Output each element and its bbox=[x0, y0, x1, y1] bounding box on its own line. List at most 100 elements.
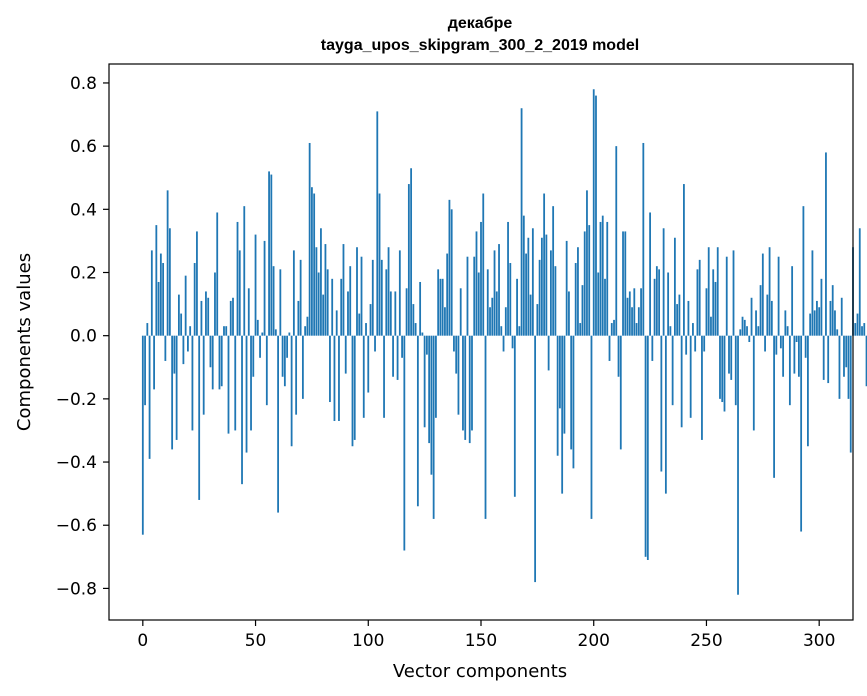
y-tick-label: −0.4 bbox=[56, 453, 97, 473]
bar bbox=[250, 335, 252, 431]
bar bbox=[333, 335, 336, 421]
bar bbox=[570, 335, 573, 450]
bar bbox=[710, 316, 712, 336]
bar bbox=[779, 335, 782, 349]
bar bbox=[685, 335, 688, 355]
bar bbox=[694, 335, 697, 352]
bar bbox=[405, 288, 408, 336]
bar bbox=[340, 278, 343, 336]
bar bbox=[414, 323, 417, 336]
bar bbox=[480, 221, 482, 336]
bar bbox=[306, 316, 309, 336]
bar bbox=[441, 278, 444, 336]
bar bbox=[547, 335, 550, 371]
bar bbox=[290, 335, 293, 447]
bar bbox=[732, 250, 735, 336]
bar bbox=[662, 228, 665, 336]
bar bbox=[538, 259, 541, 336]
bar bbox=[773, 335, 775, 478]
bar bbox=[834, 310, 836, 336]
bar bbox=[166, 190, 169, 336]
bar bbox=[241, 335, 243, 485]
bar bbox=[144, 335, 146, 406]
bar bbox=[380, 259, 383, 336]
bar bbox=[448, 199, 451, 336]
bar bbox=[455, 335, 458, 374]
bar bbox=[502, 335, 505, 352]
bar bbox=[164, 335, 167, 361]
bar bbox=[509, 263, 512, 336]
bar bbox=[840, 297, 843, 336]
y-tick-label: −0.6 bbox=[56, 516, 97, 536]
bar bbox=[378, 193, 381, 336]
bar bbox=[777, 256, 780, 336]
bar bbox=[671, 335, 674, 406]
bar bbox=[764, 335, 766, 352]
bar bbox=[191, 335, 194, 431]
bar bbox=[748, 335, 751, 342]
bar bbox=[416, 335, 419, 507]
bar bbox=[234, 335, 237, 431]
x-tick-label: 100 bbox=[352, 631, 384, 651]
bar bbox=[590, 335, 593, 519]
bar bbox=[423, 335, 426, 428]
bar bbox=[315, 247, 318, 336]
bar bbox=[236, 221, 239, 336]
bar bbox=[692, 323, 694, 336]
bar bbox=[563, 335, 566, 434]
bar bbox=[155, 225, 158, 336]
bar bbox=[601, 215, 604, 336]
bar bbox=[317, 272, 320, 336]
bar bbox=[752, 335, 755, 431]
bar bbox=[214, 272, 216, 336]
bar bbox=[705, 288, 708, 336]
bar bbox=[651, 335, 654, 361]
bar bbox=[816, 300, 818, 336]
bar bbox=[238, 250, 241, 336]
bar bbox=[676, 304, 679, 336]
bar bbox=[464, 335, 467, 440]
bar bbox=[793, 335, 796, 374]
bar bbox=[757, 326, 760, 336]
bar bbox=[259, 335, 261, 358]
bar bbox=[766, 294, 769, 336]
bar bbox=[159, 253, 162, 336]
bar bbox=[180, 313, 183, 336]
bar bbox=[628, 291, 631, 336]
bar bbox=[387, 247, 390, 336]
bar bbox=[721, 335, 724, 403]
bar bbox=[586, 190, 588, 336]
chart-title-line1: декабре bbox=[448, 15, 513, 32]
bar bbox=[389, 291, 392, 336]
bar bbox=[775, 335, 778, 355]
bar bbox=[459, 288, 462, 336]
y-tick-label: 0.6 bbox=[70, 137, 97, 157]
bar bbox=[577, 247, 579, 336]
bar bbox=[196, 231, 198, 336]
bar bbox=[227, 335, 230, 434]
bar bbox=[466, 256, 469, 336]
bar bbox=[376, 111, 379, 336]
bar bbox=[604, 278, 606, 336]
bar bbox=[804, 335, 807, 358]
bar bbox=[698, 259, 701, 336]
bar bbox=[401, 335, 403, 358]
bar bbox=[655, 266, 658, 336]
bar bbox=[351, 335, 354, 447]
bar bbox=[646, 335, 649, 560]
y-tick-label: −0.8 bbox=[56, 579, 97, 599]
bar bbox=[552, 206, 555, 336]
bar bbox=[439, 278, 442, 336]
bar bbox=[561, 335, 564, 494]
bar bbox=[419, 281, 422, 336]
bar bbox=[836, 329, 839, 336]
bar bbox=[301, 335, 304, 399]
bar bbox=[759, 285, 762, 336]
bar bbox=[838, 335, 841, 399]
bar bbox=[545, 234, 548, 336]
bar bbox=[640, 288, 642, 336]
bar bbox=[225, 326, 228, 336]
bar bbox=[150, 250, 153, 336]
bar bbox=[527, 237, 530, 336]
bar bbox=[615, 146, 618, 336]
